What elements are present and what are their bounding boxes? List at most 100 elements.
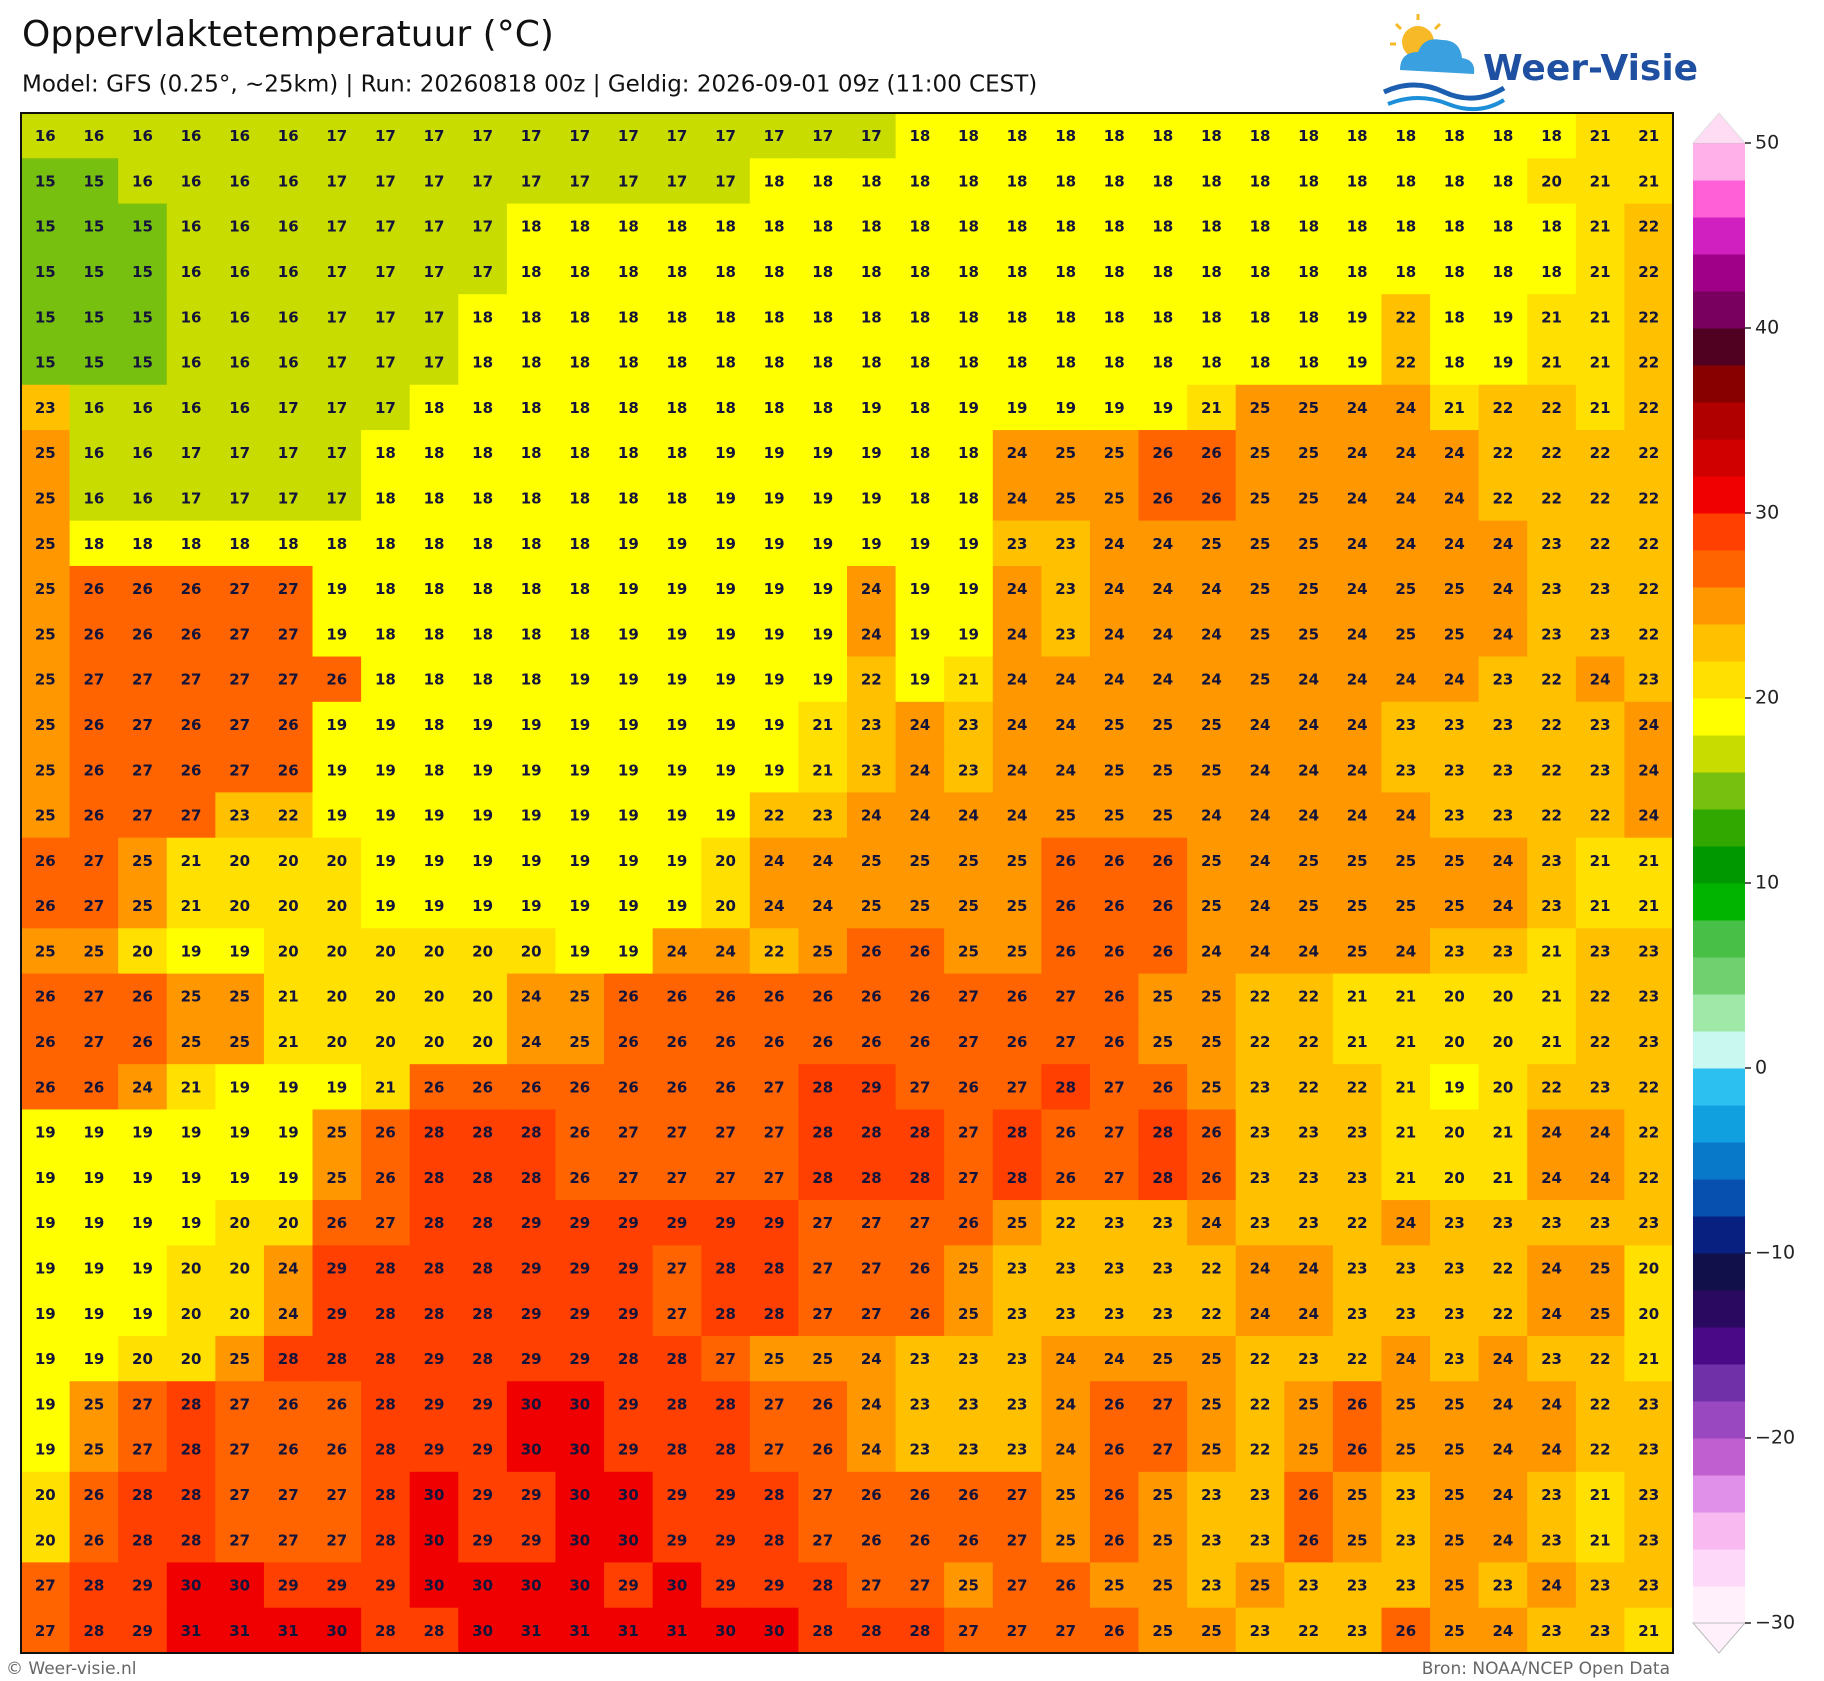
- temperature-label: 23: [229, 807, 250, 825]
- temperature-label: 18: [1007, 308, 1028, 326]
- temperature-label: 18: [812, 354, 833, 372]
- temperature-cell: [166, 1290, 216, 1337]
- temperature-cell: [1624, 1335, 1674, 1382]
- colorbar-band: [1693, 587, 1745, 625]
- temperature-cell: [1430, 1154, 1480, 1201]
- temperature-cell: [1041, 203, 1091, 250]
- temperature-label: 26: [958, 1214, 979, 1232]
- temperature-cell: [69, 611, 119, 658]
- temperature-label: 19: [715, 535, 736, 553]
- temperature-cell: [944, 837, 994, 884]
- temperature-label: 21: [812, 761, 833, 779]
- temperature-label: 15: [35, 172, 56, 190]
- temperature-label: 19: [618, 897, 639, 915]
- temperature-cell: [1041, 1290, 1091, 1337]
- temperature-label: 17: [472, 263, 493, 281]
- temperature-label: 18: [958, 490, 979, 508]
- temperature-label: 16: [132, 399, 153, 417]
- temperature-cell: [506, 1381, 557, 1428]
- temperature-cell: [1381, 1018, 1431, 1065]
- temperature-cell: [118, 1607, 168, 1654]
- temperature-label: 18: [424, 535, 445, 553]
- temperature-cell: [1187, 1064, 1237, 1111]
- temperature-label: 24: [1055, 1350, 1076, 1368]
- temperature-cell: [749, 611, 800, 658]
- temperature-label: 30: [472, 1622, 493, 1640]
- temperature-cell: [1381, 1517, 1431, 1564]
- temperature-cell: [1575, 611, 1626, 658]
- temperature-cell: [1138, 1335, 1188, 1382]
- temperature-cell: [1235, 1245, 1285, 1292]
- temperature-cell: [506, 792, 557, 839]
- temperature-label: 25: [229, 1350, 250, 1368]
- temperature-label: 19: [618, 852, 639, 870]
- temperature-cell: [1089, 1154, 1140, 1201]
- temperature-label: 18: [521, 625, 542, 643]
- temperature-label: 22: [1250, 1350, 1271, 1368]
- temperature-label: 18: [569, 625, 590, 643]
- temperature-cell: [604, 1245, 654, 1292]
- temperature-cell: [1430, 928, 1480, 975]
- temperature-label: 23: [1590, 761, 1611, 779]
- temperature-cell: [312, 1154, 362, 1201]
- temperature-cell: [701, 656, 751, 703]
- temperature-label: 17: [424, 127, 445, 145]
- temperature-cell: [312, 1109, 362, 1156]
- colorbar-tick-label: 0: [1755, 1057, 1767, 1079]
- temperature-cell: [118, 520, 168, 567]
- temperature-cell: [701, 158, 751, 205]
- temperature-cell: [701, 1381, 751, 1428]
- temperature-cell: [69, 520, 119, 567]
- temperature-cell: [1381, 656, 1431, 703]
- temperature-cell: [166, 1517, 216, 1564]
- temperature-cell: [652, 837, 702, 884]
- temperature-label: 19: [132, 1124, 153, 1142]
- temperature-label: 18: [181, 535, 202, 553]
- temperature-label: 19: [812, 625, 833, 643]
- temperature-label: 18: [667, 444, 688, 462]
- temperature-label: 18: [1250, 218, 1271, 236]
- temperature-label: 28: [375, 1486, 396, 1504]
- temperature-label: 23: [1541, 1531, 1562, 1549]
- temperature-label: 22: [1347, 1214, 1368, 1232]
- temperature-cell: [1430, 430, 1480, 476]
- temperature-label: 26: [83, 1531, 104, 1549]
- temperature-cell: [312, 384, 362, 431]
- temperature-label: 23: [1152, 1305, 1173, 1323]
- temperature-label: 19: [667, 625, 688, 643]
- temperature-label: 15: [35, 263, 56, 281]
- temperature-cell: [1381, 520, 1431, 567]
- temperature-cell: [1381, 1154, 1431, 1201]
- temperature-cell: [1138, 792, 1188, 839]
- temperature-label: 18: [472, 354, 493, 372]
- temperature-label: 18: [424, 716, 445, 734]
- temperature-label: 22: [1347, 1350, 1368, 1368]
- temperature-label: 18: [1201, 218, 1222, 236]
- temperature-label: 24: [1493, 1350, 1514, 1368]
- temperature-cell: [1284, 203, 1334, 250]
- temperature-cell: [895, 1381, 945, 1428]
- temperature-label: 17: [715, 127, 736, 145]
- temperature-label: 29: [569, 1260, 590, 1278]
- temperature-label: 26: [1152, 852, 1173, 870]
- temperature-cell: [1089, 1471, 1140, 1518]
- temperature-cell: [1478, 1064, 1528, 1111]
- temperature-label: 19: [83, 1260, 104, 1278]
- colorbar-band: [1693, 1216, 1745, 1254]
- temperature-label: 24: [1055, 1395, 1076, 1413]
- temperature-label: 19: [715, 490, 736, 508]
- temperature-cell: [361, 611, 411, 658]
- temperature-label: 26: [83, 580, 104, 598]
- temperature-label: 19: [618, 671, 639, 689]
- temperature-cell: [944, 1245, 994, 1292]
- temperature-label: 18: [958, 263, 979, 281]
- temperature-label: 18: [569, 263, 590, 281]
- temperature-label: 27: [1007, 1531, 1028, 1549]
- temperature-label: 17: [375, 172, 396, 190]
- temperature-label: 20: [278, 852, 299, 870]
- temperature-cell: [555, 1154, 605, 1201]
- temperature-label: 18: [472, 490, 493, 508]
- temperature-label: 26: [1104, 1486, 1125, 1504]
- temperature-cell: [1527, 1517, 1577, 1564]
- temperature-label: 25: [812, 942, 833, 960]
